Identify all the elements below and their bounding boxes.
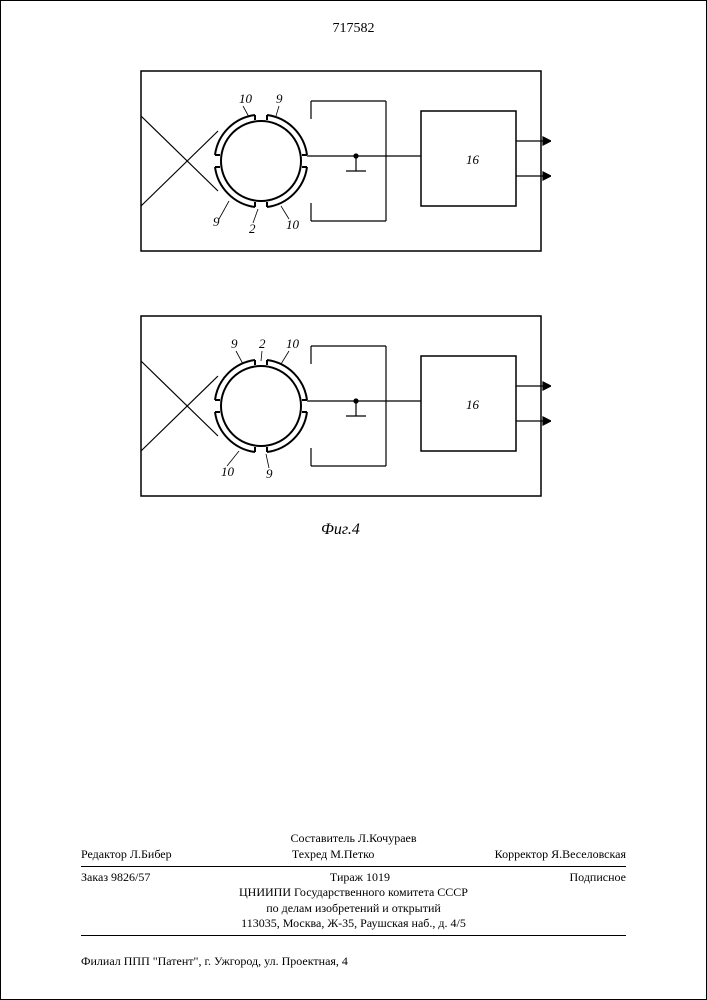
lbl: 10 (286, 217, 300, 232)
divider (81, 935, 626, 936)
lbl: 10 (239, 91, 253, 106)
stator-segments (215, 115, 307, 207)
frame (141, 316, 541, 496)
rotor-assembly (215, 115, 307, 207)
seg (267, 167, 307, 207)
org2: по делам изобретений и открытий (81, 901, 626, 917)
lbl: 10 (286, 336, 300, 351)
tech: Техред М.Петко (292, 847, 374, 863)
stator-segments (215, 360, 307, 452)
lbl: 2 (259, 336, 266, 351)
rotor-inner (221, 121, 301, 201)
block-label: 16 (466, 152, 480, 167)
cross-leads (141, 116, 218, 206)
lbl: 9 (276, 91, 283, 106)
diagram-top: 16 10 9 9 2 10 (131, 61, 551, 261)
subscription: Подписное (570, 870, 627, 886)
address: 113035, Москва, Ж-35, Раушская наб., д. … (81, 916, 626, 932)
org1: ЦНИИПИ Государственного комитета СССР (81, 885, 626, 901)
seg (215, 167, 255, 207)
arrow (543, 172, 551, 180)
cross-leads (141, 361, 218, 451)
lbl: 9 (213, 214, 220, 229)
footer-order-row: Заказ 9826/57 Тираж 1019 Подписное (81, 870, 626, 886)
divider (81, 866, 626, 867)
editor: Редактор Л.Бибер (81, 847, 172, 863)
arrow (543, 417, 551, 425)
seg (267, 115, 307, 155)
page: 717582 (0, 0, 707, 1000)
corrector: Корректор Я.Веселовская (495, 847, 626, 863)
footer-block: Составитель Л.Кочураев Редактор Л.Бибер … (81, 831, 626, 939)
arrow (543, 382, 551, 390)
order: Заказ 9826/57 (81, 870, 150, 886)
lbl: 10 (221, 464, 235, 479)
label-leads (227, 351, 289, 468)
right-leads (307, 101, 421, 221)
diagram-bottom: 16 9 2 10 10 9 (131, 306, 551, 506)
block-label: 16 (466, 397, 480, 412)
outputs (516, 382, 551, 425)
compiler: Составитель Л.Кочураев (81, 831, 626, 847)
circulation: Тираж 1019 (330, 870, 390, 886)
rotor-assembly (215, 360, 307, 452)
figure-label: Фиг.4 (321, 521, 360, 539)
seg (215, 115, 255, 155)
lbl: 9 (231, 336, 238, 351)
patent-number: 717582 (333, 21, 375, 37)
lbl: 9 (266, 466, 273, 481)
rotor-inner (221, 366, 301, 446)
footer-credits: Редактор Л.Бибер Техред М.Петко Корректо… (81, 847, 626, 863)
lbl: 2 (249, 221, 256, 236)
frame (141, 71, 541, 251)
arrow (543, 137, 551, 145)
outputs (516, 137, 551, 180)
right-leads (307, 346, 421, 466)
branch: Филиал ППП "Патент", г. Ужгород, ул. Про… (81, 954, 626, 969)
